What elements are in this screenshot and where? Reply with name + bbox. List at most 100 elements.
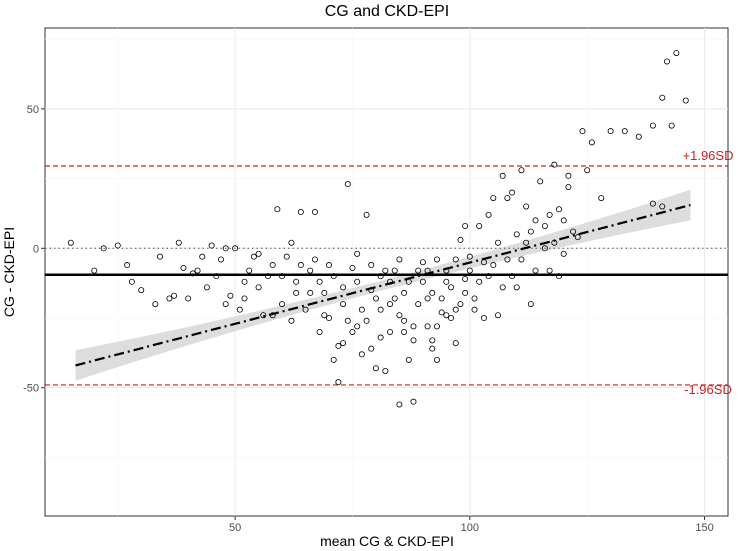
data-point [523,239,530,246]
data-point [509,189,516,196]
data-point [518,256,525,263]
confidence-band [75,189,691,381]
data-points [67,50,689,408]
data-point [358,351,365,358]
data-point [513,284,520,291]
x-tick-label: 150 [695,522,713,534]
data-point [194,267,201,274]
data-point [565,172,572,179]
data-point [269,262,276,269]
data-point [340,301,347,308]
data-point [424,323,431,330]
data-point [527,301,534,308]
data-point [452,256,459,263]
data-point [541,222,548,229]
data-point [100,245,107,252]
data-point [462,222,469,229]
data-point [396,312,403,319]
data-point [513,231,520,238]
data-point [227,292,234,299]
data-point [396,256,403,263]
data-point [663,58,670,65]
data-point [382,267,389,274]
data-point [391,267,398,274]
data-point [466,253,473,260]
data-point [241,295,248,302]
data-point [208,242,215,249]
data-point [377,306,384,313]
data-point [546,267,553,274]
data-point [556,206,563,213]
data-point [598,195,605,202]
data-point [185,295,192,302]
data-point [157,253,164,260]
data-point [363,211,370,218]
data-point [457,236,464,243]
data-point [246,267,253,274]
data-point [218,256,225,263]
data-point [91,267,98,274]
data-point [494,239,501,246]
data-point [541,245,548,252]
y-tick-label: 50 [27,104,39,116]
data-point [471,306,478,313]
data-point [607,128,614,135]
data-point [325,262,332,269]
plot-panel [44,27,729,517]
data-point [288,317,295,324]
data-point [349,264,356,271]
data-point [274,206,281,213]
data-point [462,289,469,296]
data-point [682,97,689,104]
data-point [443,312,450,319]
x-tick-label: 50 [229,522,241,534]
data-point [152,301,159,308]
data-point [419,278,426,285]
data-point [67,239,74,246]
data-point [325,315,332,322]
regression-line [75,204,691,367]
data-point [199,253,206,260]
data-point [476,222,483,229]
data-point [574,234,581,241]
data-point [532,267,539,274]
data-point [344,317,351,324]
data-point [565,183,572,190]
data-point [124,262,131,269]
data-point [410,323,417,330]
data-point [433,256,440,263]
data-point [297,209,304,216]
data-point [368,262,375,269]
data-point [457,301,464,308]
lower-limit-label: -1.96SD [684,382,732,397]
data-point [546,211,553,218]
data-point [494,312,501,319]
y-tick-label: 0 [33,243,39,255]
data-point [372,295,379,302]
data-point [452,340,459,347]
data-point [429,289,436,296]
data-point [466,267,473,274]
data-point [316,278,323,285]
data-point [429,345,436,352]
data-point [471,295,478,302]
data-point [415,267,422,274]
data-point [401,317,408,324]
data-point [307,267,314,274]
data-point [405,356,412,363]
data-point [236,306,243,313]
data-point [302,306,309,313]
data-point [250,253,257,260]
data-point [448,315,455,322]
data-point [387,301,394,308]
data-point [659,94,666,101]
data-point [462,275,469,282]
y-axis-title: CG - CKD-EPI [1,227,17,317]
data-point [504,195,511,202]
data-point [410,337,417,344]
data-point [532,217,539,224]
data-point [485,211,492,218]
y-tick-label: -50 [23,383,39,395]
data-point [415,301,422,308]
